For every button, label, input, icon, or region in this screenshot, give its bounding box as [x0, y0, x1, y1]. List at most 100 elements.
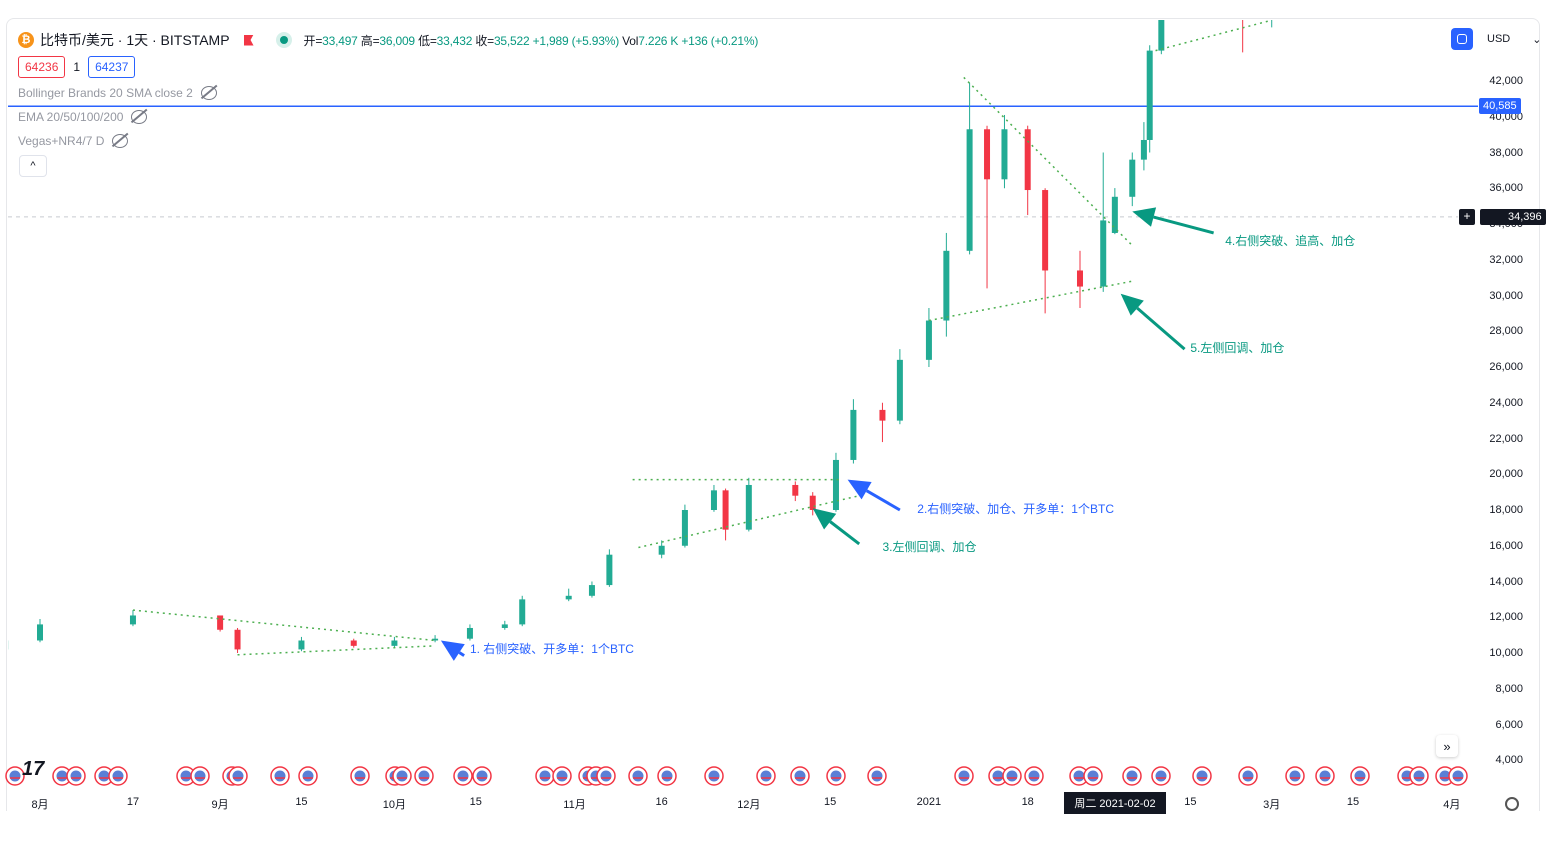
annotation-label[interactable]: 3.左侧回调、加仓 — [882, 539, 977, 554]
trend-line — [132, 609, 436, 642]
candle-body — [298, 640, 305, 650]
sync-scale-button[interactable] — [1451, 28, 1473, 50]
trade-buttons: 64236 1 64237 — [18, 56, 136, 78]
us-flag-center-icon — [1087, 770, 1099, 782]
us-flag-center-icon — [418, 770, 430, 782]
us-flag-center-icon — [1126, 770, 1138, 782]
annotation-label[interactable]: 4.右侧突破、追高、加仓 — [1225, 234, 1356, 249]
candle-body — [519, 599, 526, 625]
trend-line — [638, 494, 860, 549]
time-tick-label: 18 — [1021, 796, 1034, 808]
us-flag-center-icon — [1242, 770, 1254, 782]
us-flag-center-icon — [556, 770, 568, 782]
candle-body — [1158, 20, 1165, 51]
candle-body — [1146, 50, 1153, 140]
time-tick-label: 17 — [126, 796, 140, 808]
arrow-shaft — [1153, 215, 1215, 235]
candle-body — [432, 638, 439, 641]
sell-button[interactable]: 64236 — [18, 56, 66, 78]
us-flag-center-icon — [274, 770, 286, 782]
indicator-ema[interactable]: EMA 20/50/100/200 — [18, 110, 148, 124]
price-tick-label: 14,000 — [1489, 575, 1523, 588]
candles-group — [8, 20, 1478, 656]
scroll-to-realtime-button[interactable]: » — [1436, 735, 1458, 757]
price-tick-label: 16,000 — [1489, 539, 1523, 552]
indicator-bollinger[interactable]: Bollinger Brands 20 SMA close 2 — [18, 86, 217, 100]
hidden-eye-icon[interactable] — [200, 86, 217, 100]
chart-window — [6, 18, 1540, 811]
arrow-shaft — [1136, 306, 1186, 351]
candle-body — [1100, 220, 1107, 287]
tradingview-logo[interactable]: 17 — [22, 758, 45, 780]
us-flag-center-icon — [180, 770, 192, 782]
candle-body — [466, 627, 473, 639]
candle-body — [809, 495, 816, 510]
candle-body — [1042, 190, 1049, 271]
flag-icon[interactable] — [243, 34, 254, 46]
price-tick-label: 28,000 — [1489, 325, 1523, 338]
add-alert-plus-icon[interactable]: + — [1458, 207, 1476, 226]
chevron-down-icon: ⌄ — [1532, 33, 1542, 46]
time-tick-label: 8月 — [31, 799, 49, 811]
settings-gear-icon[interactable] — [1505, 797, 1519, 811]
candle-body — [966, 129, 973, 251]
arrow-shaft — [865, 489, 901, 512]
hidden-eye-icon[interactable] — [112, 134, 129, 148]
time-tick-label: 12月 — [737, 799, 761, 811]
us-flag-center-icon — [232, 770, 244, 782]
us-flag-center-icon — [1319, 770, 1331, 782]
us-flag-center-icon — [1452, 770, 1464, 782]
us-flag-center-icon — [1289, 770, 1301, 782]
time-tick-label: 16 — [655, 796, 668, 808]
buy-button[interactable]: 64237 — [88, 56, 136, 78]
indicator-vegas[interactable]: Vegas+NR4/7 D — [18, 134, 129, 148]
price-tick-label: 30,000 — [1489, 289, 1523, 302]
currency-select[interactable]: USD ⌄ — [1487, 33, 1542, 46]
candle-body — [1076, 270, 1083, 287]
symbol-header: ₿ 比特币/美元 · 1天 · BITSTAMP 开=33,497 高=36,0… — [18, 30, 758, 50]
us-flag-center-icon — [871, 770, 883, 782]
candle-body — [391, 640, 398, 646]
candle-body — [588, 585, 595, 596]
us-flag-center-icon — [760, 770, 772, 782]
us-flag-center-icon — [476, 770, 488, 782]
candle-body — [8, 640, 9, 650]
candle-body — [745, 484, 752, 530]
bitcoin-icon: ₿ — [18, 32, 34, 48]
candle-body — [681, 510, 688, 546]
candle-body — [1140, 139, 1147, 160]
arrow-head-icon — [812, 508, 837, 530]
price-tick-label: 8,000 — [1495, 682, 1523, 695]
annotation-label[interactable]: 1. 右侧突破、开多单：1个BTC — [469, 641, 634, 656]
time-tick-label: 15 — [1346, 796, 1360, 808]
time-tick-label: 2021 — [916, 796, 942, 808]
time-tick-label: 15 — [469, 796, 482, 808]
annotation-label[interactable]: 5.左侧回调、加仓 — [1190, 341, 1285, 356]
us-flag-center-icon — [830, 770, 842, 782]
candle-body — [234, 629, 241, 650]
trend-line — [237, 645, 436, 656]
price-tick-label: 18,000 — [1489, 504, 1523, 516]
us-flag-center-icon — [1073, 770, 1085, 782]
price-tick-label: 38,000 — [1489, 146, 1523, 159]
us-flag-center-icon — [1006, 770, 1018, 782]
annotation-label[interactable]: 2.右侧突破、加仓、开多单：1个BTC — [917, 502, 1114, 517]
us-flag-center-icon — [194, 770, 206, 782]
price-tick-label: 24,000 — [1489, 396, 1523, 409]
candle-body — [37, 624, 43, 641]
candle-body — [925, 320, 932, 360]
time-tick-label: 3月 — [1263, 799, 1281, 811]
last-price-label: 40,585 — [1479, 98, 1521, 115]
hidden-eye-icon[interactable] — [131, 110, 148, 124]
collapse-legend-button[interactable]: ^ — [19, 155, 47, 177]
time-tick-label: 4月 — [1443, 799, 1461, 811]
candle-body — [1129, 159, 1136, 197]
arrow-head-icon — [440, 640, 465, 661]
symbol-title[interactable]: 比特币/美元 · 1天 · BITSTAMP — [40, 32, 230, 48]
price-tick-label: 22,000 — [1489, 432, 1523, 445]
us-flag-center-icon — [9, 770, 21, 782]
trend-line — [928, 280, 1133, 322]
us-flag-center-icon — [794, 770, 806, 782]
candle-body — [217, 615, 224, 630]
